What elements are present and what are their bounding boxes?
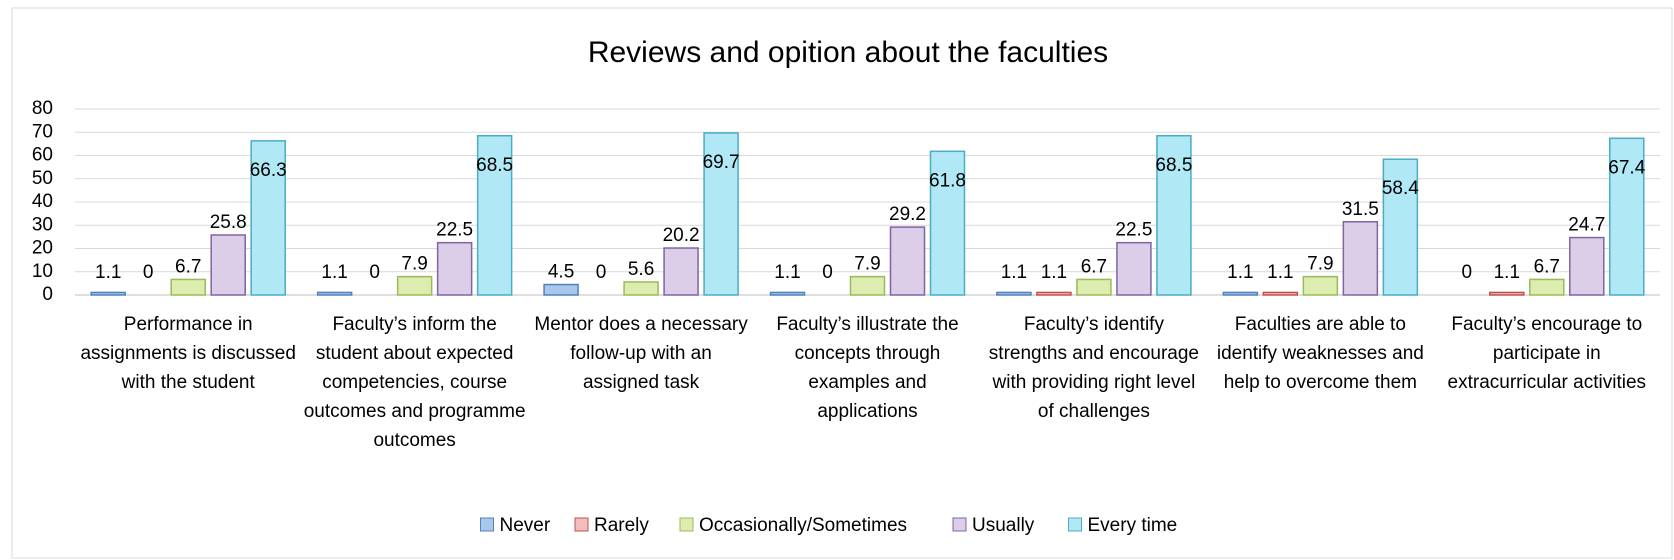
y-tick-label: 30 [32, 214, 53, 235]
bar [1569, 236, 1605, 296]
x-tick-label: Faculties are able to identify weaknesse… [1216, 314, 1424, 393]
legend-label: Never [500, 515, 551, 536]
y-tick-label: 0 [42, 284, 53, 305]
data-label: 5.6 [628, 259, 654, 280]
legend-swatch [574, 517, 589, 532]
bar [1382, 158, 1419, 296]
data-label: 1.1 [1267, 262, 1293, 283]
data-label: 6.7 [175, 256, 201, 277]
bar [703, 132, 739, 296]
bar [1609, 137, 1645, 296]
x-tick-label: Faculty’s inform the student about expec… [303, 314, 526, 451]
data-label: 0 [1461, 262, 1472, 283]
x-tick-label: Faculty’s illustrate the concepts throug… [776, 314, 959, 422]
bar [996, 291, 1032, 296]
bar [316, 291, 353, 296]
bar [476, 134, 513, 296]
y-tick-label: 10 [32, 261, 53, 282]
data-label: 0 [822, 262, 833, 283]
y-tick-label: 80 [32, 98, 53, 119]
legend-swatch [952, 517, 967, 532]
bar [1262, 291, 1299, 296]
x-tick-label: Performance in assignments is discussed … [80, 314, 296, 393]
data-label: 7.9 [1307, 254, 1333, 275]
bar [210, 234, 246, 296]
bar [170, 278, 206, 296]
y-tick-label: 40 [32, 191, 53, 212]
bar [90, 291, 126, 296]
data-label: 24.7 [1568, 215, 1605, 236]
data-label: 61.8 [929, 170, 966, 191]
data-label: 58.4 [1382, 178, 1419, 199]
bar [1156, 134, 1192, 296]
bar [543, 283, 579, 296]
data-label: 20.2 [663, 225, 700, 246]
data-label: 7.9 [854, 254, 880, 275]
bar [889, 226, 926, 296]
data-label: 25.8 [210, 212, 247, 233]
data-label: 22.5 [436, 220, 473, 241]
legend-swatch [480, 517, 494, 532]
data-label: 29.2 [889, 204, 926, 225]
data-label: 0 [143, 262, 154, 283]
data-label: 1.1 [1227, 262, 1253, 283]
data-label: 1.1 [774, 262, 800, 283]
data-label: 67.4 [1608, 157, 1645, 178]
data-label: 6.7 [1534, 256, 1560, 277]
legend-label: Usually [972, 515, 1035, 536]
chart-title: Reviews and opition about the faculties [588, 36, 1108, 69]
data-label: 4.5 [548, 262, 574, 283]
bar [1302, 275, 1339, 296]
bar [1076, 278, 1112, 296]
bar [849, 275, 886, 296]
data-label: 1.1 [321, 262, 347, 283]
data-label: 66.3 [250, 160, 287, 181]
data-label: 1.1 [1041, 262, 1067, 283]
legend-label: Occasionally/Sometimes [699, 515, 907, 536]
bar [1342, 221, 1379, 296]
bar [1116, 241, 1152, 296]
bar [436, 241, 473, 296]
bar [1036, 291, 1072, 296]
bar [1529, 278, 1565, 296]
data-label: 1.1 [1494, 262, 1520, 283]
y-tick-label: 70 [32, 121, 53, 142]
legend-label: Every time [1088, 515, 1178, 536]
legend-swatch [1068, 517, 1082, 532]
data-label: 69.7 [703, 152, 740, 173]
data-label: 1.1 [1001, 262, 1027, 283]
legend-swatch [679, 517, 694, 532]
data-label: 6.7 [1081, 256, 1107, 277]
x-tick-label: Faculty’s encourage to participate in ex… [1447, 314, 1647, 393]
y-tick-label: 50 [32, 168, 53, 189]
data-label: 22.5 [1115, 220, 1152, 241]
legend-label: Rarely [594, 515, 649, 536]
y-tick-label: 20 [32, 238, 53, 259]
data-label: 68.5 [476, 155, 513, 176]
bar [1489, 291, 1525, 296]
bar [1222, 291, 1259, 296]
bar [623, 281, 659, 296]
data-label: 1.1 [95, 262, 121, 283]
x-tick-label: Mentor does a necessary follow-up with a… [534, 314, 748, 393]
bar [769, 291, 806, 296]
data-label: 68.5 [1155, 155, 1192, 176]
data-label: 31.5 [1342, 199, 1379, 220]
data-label: 7.9 [401, 254, 427, 275]
x-tick-label: Faculty’s identify strengths and encoura… [988, 314, 1200, 422]
data-label: 0 [596, 262, 607, 283]
bar [663, 247, 699, 296]
bar [396, 275, 433, 296]
bar [929, 150, 966, 296]
data-label: 0 [369, 262, 380, 283]
bar [250, 140, 286, 296]
y-tick-label: 60 [32, 145, 53, 166]
